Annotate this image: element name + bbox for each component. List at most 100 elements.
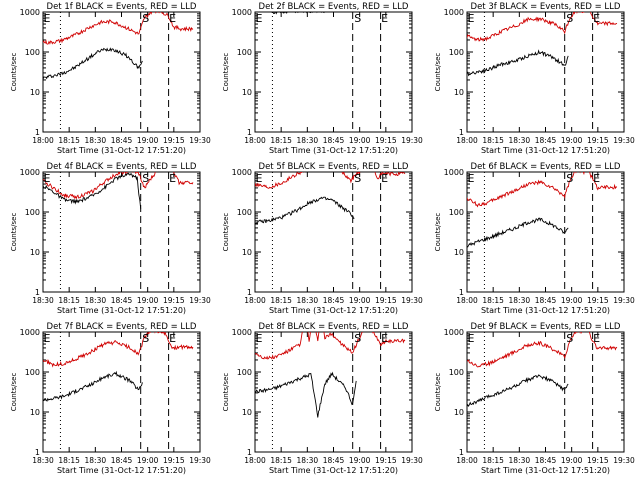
x-tick-label: 18:45	[111, 456, 133, 465]
y-tick-label: 10	[454, 88, 464, 97]
time-marker-label: E	[256, 172, 263, 185]
chart-panel-3: Det 3f BLACK = Events, RED = LLD 1 10 100 10…	[434, 2, 635, 155]
x-axis-label: Start Time (31-Oct-12 17:51:20)	[269, 306, 398, 315]
x-tick-label: 19:15	[163, 136, 185, 145]
series-events-line	[467, 49, 569, 77]
series-events-line	[43, 370, 143, 402]
time-marker-label: E	[169, 172, 176, 185]
x-tick-label: 18:00	[456, 136, 478, 145]
time-marker-label: E	[44, 12, 51, 25]
y-tick-label: 100	[237, 48, 252, 57]
x-tick-label: 18:15	[482, 296, 504, 305]
time-marker-label: S	[142, 332, 149, 345]
x-tick-label: 18:00	[456, 296, 478, 305]
time-marker-label: E	[381, 172, 388, 185]
panel-title: Det 4f BLACK = Events, RED = LLD	[47, 162, 197, 172]
x-tick-label: 18:45	[535, 296, 557, 305]
panel-title: Det 6f BLACK = Events, RED = LLD	[471, 162, 621, 172]
y-axis-label: Counts/sec	[10, 373, 18, 412]
x-axis-label: Start Time (31-Oct-12 17:51:20)	[481, 466, 610, 475]
x-tick-label: 19:30	[401, 456, 423, 465]
time-marker-label: S	[142, 172, 149, 185]
x-tick-label: 18:15	[482, 136, 504, 145]
x-tick-label: 19:00	[561, 456, 583, 465]
time-marker-label: E	[381, 332, 388, 345]
y-tick-label: 100	[449, 368, 464, 377]
y-tick-label: 1000	[232, 8, 252, 17]
y-tick-label: 10	[242, 408, 252, 417]
x-tick-label: 18:30	[509, 136, 531, 145]
series-lld-line	[467, 12, 618, 42]
time-marker-label: E	[169, 332, 176, 345]
x-tick-label: 18:15	[58, 296, 80, 305]
y-tick-label: 10	[30, 88, 40, 97]
x-tick-label: 19:00	[137, 296, 159, 305]
x-tick-label: 18:30	[32, 456, 54, 465]
x-tick-label: 19:00	[137, 456, 159, 465]
chart-panel-4: Det 4f BLACK = Events, RED = LLD 1 10 100 10…	[10, 162, 211, 315]
x-tick-label: 18:45	[111, 136, 133, 145]
time-marker-label: S	[566, 12, 573, 25]
y-tick-label: 10	[30, 248, 40, 257]
chart-panel-9: Det 9f BLACK = Events, RED = LLD 1 10 100 10…	[434, 322, 635, 475]
plot-frame	[42, 331, 201, 453]
x-tick-label: 19:30	[189, 456, 211, 465]
y-tick-label: 1	[35, 128, 40, 137]
x-tick-label: 19:15	[587, 456, 609, 465]
x-tick-label: 19:30	[401, 296, 423, 305]
x-tick-label: 19:15	[163, 456, 185, 465]
y-tick-label: 10	[242, 88, 252, 97]
x-tick-label: 19:30	[189, 136, 211, 145]
y-tick-label: 1	[459, 448, 464, 457]
series-lld-line	[43, 172, 194, 200]
time-marker-label: E	[256, 332, 263, 345]
x-tick-label: 18:30	[297, 136, 319, 145]
x-tick-label: 18:15	[270, 296, 292, 305]
x-tick-label: 19:00	[349, 456, 371, 465]
x-tick-label: 18:45	[535, 456, 557, 465]
panel-title: Det 3f BLACK = Events, RED = LLD	[471, 2, 621, 12]
plot-frame	[466, 171, 625, 293]
series-events-line	[270, 12, 325, 15]
x-tick-label: 18:15	[58, 136, 80, 145]
x-tick-label: 19:30	[401, 136, 423, 145]
time-marker-label: S	[566, 332, 573, 345]
y-tick-label: 1	[247, 448, 252, 457]
x-tick-label: 19:00	[561, 136, 583, 145]
y-axis-label: Counts/sec	[10, 53, 18, 92]
y-tick-label: 100	[25, 368, 40, 377]
y-axis-label: Counts/sec	[434, 53, 442, 92]
y-tick-label: 1	[247, 288, 252, 297]
x-tick-label: 18:45	[323, 136, 345, 145]
chart-panel-1: Det 1f BLACK = Events, RED = LLD 1 10 100 10…	[10, 2, 211, 155]
y-axis-label: Counts/sec	[222, 213, 230, 252]
x-tick-label: 19:30	[189, 296, 211, 305]
series-lld-line	[43, 12, 194, 45]
y-axis-label: Counts/sec	[434, 373, 442, 412]
time-marker-label: S	[354, 172, 361, 185]
plot-frame	[42, 171, 201, 293]
plot-frame	[254, 331, 413, 453]
x-tick-label: 19:00	[349, 296, 371, 305]
x-tick-label: 18:30	[32, 296, 54, 305]
y-tick-label: 10	[30, 408, 40, 417]
x-tick-label: 18:45	[323, 456, 345, 465]
panel-title: Det 7f BLACK = Events, RED = LLD	[47, 322, 197, 332]
panel-title: Det 2f BLACK = Events, RED = LLD	[259, 2, 409, 12]
time-marker-label: E	[593, 12, 600, 25]
plot-frame	[466, 11, 625, 133]
x-tick-label: 18:45	[111, 296, 133, 305]
time-marker-label: E	[44, 332, 51, 345]
series-lld-line	[467, 172, 618, 208]
series-lld-line	[43, 332, 194, 368]
x-tick-label: 18:45	[323, 296, 345, 305]
y-tick-label: 1	[459, 288, 464, 297]
x-tick-label: 18:30	[509, 296, 531, 305]
y-tick-label: 100	[237, 368, 252, 377]
y-tick-label: 10	[454, 408, 464, 417]
y-tick-label: 100	[25, 208, 40, 217]
plot-frame	[254, 171, 413, 293]
series-events-line	[43, 47, 143, 80]
y-axis-label: Counts/sec	[10, 213, 18, 252]
